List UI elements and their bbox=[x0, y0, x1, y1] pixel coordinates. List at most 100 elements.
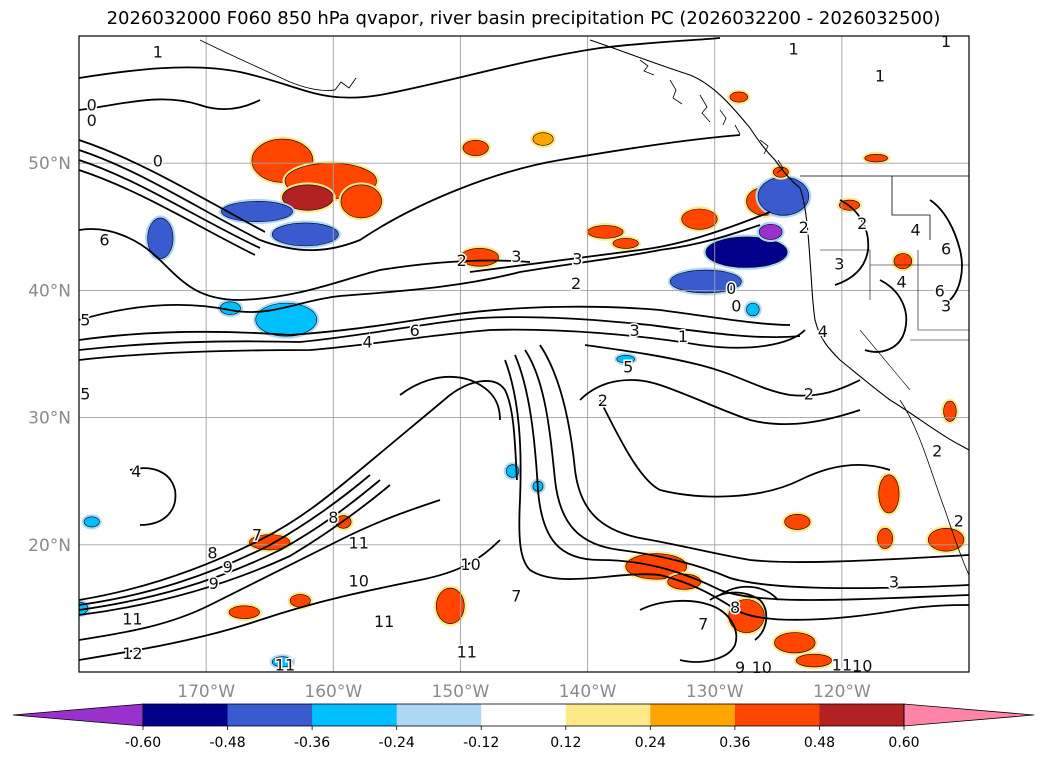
contour-line bbox=[579, 379, 861, 426]
contour-line bbox=[639, 600, 738, 663]
contour-line bbox=[79, 169, 256, 256]
contour-line bbox=[79, 479, 381, 611]
contour-line bbox=[504, 359, 969, 621]
anomaly-region bbox=[679, 206, 720, 232]
contour-label: 10 bbox=[460, 555, 480, 574]
contour-label: 2 bbox=[857, 214, 867, 233]
contour-line bbox=[79, 474, 371, 606]
contour-label: 8 bbox=[730, 598, 740, 617]
contour-label: 7 bbox=[252, 526, 262, 545]
contour-label: 11 bbox=[275, 655, 295, 674]
contour-label: 5 bbox=[80, 311, 90, 330]
anomaly-region bbox=[585, 223, 626, 241]
contour-label: 9 bbox=[209, 574, 219, 593]
contour-label: 4 bbox=[363, 332, 373, 351]
contour-label: 7 bbox=[698, 615, 708, 634]
contour-line bbox=[709, 591, 768, 641]
contour-line bbox=[469, 211, 771, 273]
contour-label: 2 bbox=[799, 218, 809, 237]
anomaly-region bbox=[614, 352, 638, 366]
contour-label: 6 bbox=[941, 239, 951, 258]
lat-tick-label: 20°N bbox=[28, 536, 71, 556]
contour-line bbox=[599, 399, 891, 498]
contour-label: 11 bbox=[349, 533, 369, 552]
contour-line bbox=[399, 376, 501, 421]
contour-line bbox=[864, 279, 908, 353]
coastline-layer bbox=[199, 39, 969, 576]
contour-label: 11 bbox=[832, 655, 852, 674]
anomaly-region bbox=[279, 182, 336, 213]
contour-line bbox=[129, 467, 177, 526]
chart-title: 2026032000 F060 850 hPa qvapor, river ba… bbox=[106, 8, 941, 29]
contour-line bbox=[79, 539, 501, 661]
contour-label: 1 bbox=[678, 327, 688, 346]
anomaly-region bbox=[269, 220, 341, 249]
anomaly-region bbox=[862, 151, 891, 165]
anomaly-region bbox=[667, 267, 744, 296]
contour-label: 3 bbox=[941, 297, 951, 316]
contour-label: 1 bbox=[153, 42, 163, 61]
contour-label: 2 bbox=[457, 251, 467, 270]
contour-label: 3 bbox=[572, 250, 582, 269]
lon-tick-label: 160°W bbox=[304, 682, 362, 702]
contour-label: 11 bbox=[457, 643, 477, 662]
qvapor-contours bbox=[79, 37, 969, 663]
contour-label: 0 bbox=[87, 96, 97, 115]
anomaly-region bbox=[460, 137, 491, 159]
contour-label: 1 bbox=[875, 66, 885, 85]
lon-tick-label: 140°W bbox=[559, 682, 617, 702]
contour-line bbox=[79, 134, 741, 252]
anomaly-region bbox=[457, 245, 502, 269]
contour-line bbox=[79, 328, 806, 361]
contour-label: 2 bbox=[954, 512, 964, 531]
contour-line bbox=[79, 98, 261, 111]
anomaly-region bbox=[433, 585, 467, 627]
contour-line bbox=[79, 228, 531, 301]
contour-label: 3 bbox=[834, 255, 844, 274]
anomaly-region bbox=[703, 234, 790, 271]
lat-tick-label: 50°N bbox=[28, 154, 71, 174]
axis-labels: 50°N 40°N 30°N 20°N 170°W 160°W 150°W 140°W 130°… bbox=[28, 154, 871, 702]
contour-label: 0 bbox=[731, 297, 741, 316]
contour-line bbox=[584, 344, 861, 397]
aleutian-peninsula bbox=[199, 39, 357, 91]
contour-label: 2 bbox=[598, 391, 608, 410]
contour-label: 3 bbox=[630, 321, 640, 340]
anomaly-region bbox=[503, 462, 522, 480]
contour-line bbox=[79, 224, 761, 321]
anomaly-region bbox=[793, 651, 835, 670]
anomaly-region bbox=[269, 654, 296, 670]
contour-line bbox=[524, 349, 969, 590]
anomaly-region bbox=[610, 235, 641, 251]
anomaly-region bbox=[744, 300, 762, 319]
contour-label: 8 bbox=[328, 508, 338, 527]
contour-label: 4 bbox=[818, 322, 828, 341]
contour-label: 8 bbox=[207, 543, 217, 562]
anomaly-region bbox=[530, 130, 556, 148]
contour-label: 10 bbox=[349, 571, 369, 590]
contour-line bbox=[539, 344, 969, 563]
contour-label: 10 bbox=[852, 657, 872, 676]
contour-line bbox=[514, 354, 969, 601]
alaska-panhandle-islands bbox=[639, 59, 784, 174]
anomaly-region bbox=[770, 164, 791, 180]
contour-label: 3 bbox=[889, 573, 899, 592]
contour-line bbox=[79, 499, 441, 641]
contour-label: 5 bbox=[80, 384, 90, 403]
anomaly-region bbox=[218, 198, 296, 225]
contour-label: 6 bbox=[410, 321, 420, 340]
contour-line bbox=[79, 159, 261, 249]
anomaly-region bbox=[874, 525, 896, 552]
north-america-coastline bbox=[589, 39, 969, 451]
lon-tick-label: 150°W bbox=[432, 682, 490, 702]
contour-line bbox=[719, 585, 779, 601]
contour-label: 12 bbox=[122, 644, 142, 663]
anomaly-region bbox=[782, 511, 813, 533]
contour-label: 9 bbox=[223, 557, 233, 576]
contour-label: 10 bbox=[752, 658, 772, 677]
anomaly-region bbox=[338, 182, 385, 221]
contour-label: 6 bbox=[99, 231, 109, 250]
anomaly-region bbox=[925, 525, 967, 554]
